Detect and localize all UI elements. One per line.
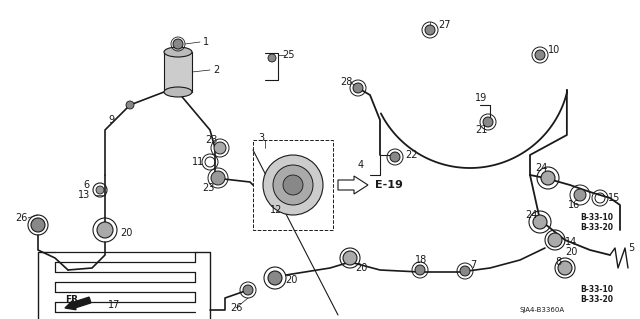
Circle shape: [97, 222, 113, 238]
Ellipse shape: [164, 47, 192, 57]
Text: 7: 7: [470, 260, 476, 270]
Text: 20: 20: [120, 228, 132, 238]
Text: 24: 24: [535, 163, 547, 173]
Text: E-19: E-19: [375, 180, 403, 190]
Text: 15: 15: [608, 193, 620, 203]
Circle shape: [558, 261, 572, 275]
Text: SJA4-B3360A: SJA4-B3360A: [520, 307, 565, 313]
Circle shape: [273, 165, 313, 205]
Text: 10: 10: [548, 45, 560, 55]
Circle shape: [535, 50, 545, 60]
Circle shape: [268, 271, 282, 285]
Bar: [253, 140, 333, 230]
FancyArrow shape: [65, 297, 91, 310]
Text: FR.: FR.: [65, 295, 81, 305]
Circle shape: [173, 39, 183, 49]
Text: 26: 26: [15, 213, 28, 223]
Text: 1: 1: [203, 37, 209, 47]
Text: 8: 8: [555, 257, 561, 267]
Text: B-33-20: B-33-20: [580, 224, 613, 233]
Text: 5: 5: [628, 243, 634, 253]
Circle shape: [533, 215, 547, 229]
Circle shape: [211, 171, 225, 185]
Text: 9: 9: [108, 115, 114, 125]
Circle shape: [483, 117, 493, 127]
Circle shape: [243, 285, 253, 295]
Bar: [164, 52, 192, 92]
Circle shape: [343, 251, 357, 265]
Text: 22: 22: [405, 150, 417, 160]
Text: 20: 20: [565, 247, 577, 257]
Text: 27: 27: [438, 20, 451, 30]
Ellipse shape: [164, 87, 192, 97]
Text: 2: 2: [213, 65, 220, 75]
Text: 23: 23: [202, 183, 214, 193]
Text: B-33-10: B-33-10: [580, 213, 613, 222]
Circle shape: [390, 152, 400, 162]
Text: 4: 4: [358, 160, 364, 170]
Circle shape: [126, 101, 134, 109]
Text: 23: 23: [205, 135, 218, 145]
Text: 24: 24: [525, 210, 538, 220]
Text: 16: 16: [568, 200, 580, 210]
Circle shape: [96, 186, 104, 194]
Text: 17: 17: [108, 300, 120, 310]
Text: 28: 28: [340, 77, 353, 87]
Circle shape: [268, 54, 276, 62]
Text: 21: 21: [475, 125, 488, 135]
Circle shape: [548, 233, 562, 247]
Circle shape: [31, 218, 45, 232]
Circle shape: [574, 189, 586, 201]
Circle shape: [415, 265, 425, 275]
Circle shape: [460, 266, 470, 276]
Text: 6: 6: [83, 180, 89, 190]
Text: 18: 18: [415, 255, 428, 265]
Circle shape: [541, 171, 555, 185]
Text: 25: 25: [282, 50, 294, 60]
FancyArrow shape: [338, 176, 368, 194]
Text: B-33-10: B-33-10: [580, 286, 613, 294]
Text: 19: 19: [475, 93, 487, 103]
Circle shape: [425, 25, 435, 35]
Text: 13: 13: [78, 190, 90, 200]
Text: B-33-20: B-33-20: [580, 295, 613, 305]
Text: 14: 14: [565, 237, 577, 247]
Circle shape: [263, 155, 323, 215]
Circle shape: [214, 142, 226, 154]
Text: 26: 26: [230, 303, 243, 313]
Text: 12: 12: [270, 205, 282, 215]
Text: 20: 20: [355, 263, 367, 273]
Circle shape: [353, 83, 363, 93]
Text: 3: 3: [258, 133, 264, 143]
Circle shape: [283, 175, 303, 195]
Text: 11: 11: [192, 157, 204, 167]
Text: 20: 20: [285, 275, 298, 285]
